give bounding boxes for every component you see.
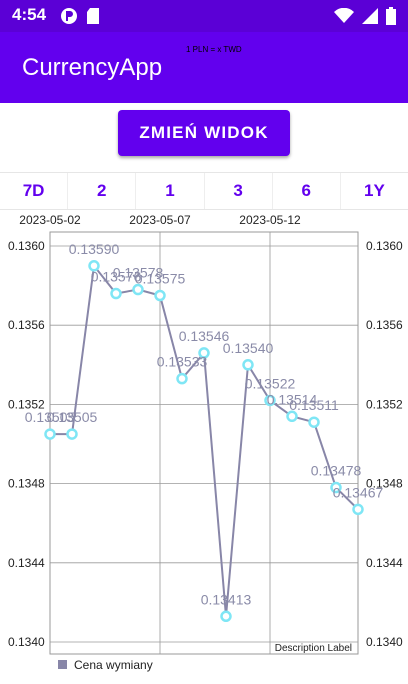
range-tab-7d[interactable]: 7D (0, 173, 69, 209)
data-label: 0.13575 (135, 271, 186, 287)
data-label: 0.13533 (157, 354, 208, 370)
record-icon (61, 8, 77, 24)
data-point[interactable] (176, 372, 188, 385)
data-label: 0.13514 (267, 391, 318, 407)
data-point[interactable] (242, 359, 254, 371)
y-tick-label-left: 0.1352 (8, 397, 45, 411)
change-view-button[interactable]: ZMIEŃ WIDOK (118, 110, 290, 156)
rate-subtitle: 1 PLN = x TWD (186, 45, 242, 54)
data-label: 0.13540 (223, 340, 274, 356)
data-point[interactable] (110, 287, 122, 300)
range-tab-1y[interactable]: 1Y (340, 173, 408, 209)
y-tick-label-right: 0.1344 (366, 556, 403, 570)
signal-icon (362, 8, 378, 24)
data-label: 0.13505 (47, 409, 98, 425)
y-tick-label-right: 0.1348 (366, 477, 403, 491)
y-tick-label-left: 0.1356 (8, 318, 45, 332)
app-title: CurrencyApp (22, 54, 163, 81)
y-tick-label-right: 0.1356 (366, 318, 403, 332)
legend-label: Cena wymiany (74, 658, 153, 672)
sd-card-icon (87, 8, 99, 24)
status-time: 4:54 (12, 5, 47, 24)
data-point[interactable] (44, 428, 56, 440)
data-label: 0.13511 (289, 397, 339, 413)
data-label: 0.13578 (113, 265, 164, 281)
battery-icon (386, 7, 396, 25)
data-label: 0.13576 (91, 269, 142, 285)
y-tick-label-left: 0.1360 (8, 239, 45, 253)
range-tab-2[interactable]: 2 (68, 173, 137, 209)
y-tick-label-right: 0.1340 (366, 635, 403, 649)
wifi-icon (334, 8, 354, 23)
range-tab-3[interactable]: 3 (204, 173, 273, 209)
data-point[interactable] (66, 428, 78, 440)
x-tick-label: 2023-05-12 (239, 213, 301, 227)
series-line (50, 263, 359, 617)
range-tabs: 7D 2 1 3 6 1Y (0, 172, 408, 210)
data-point[interactable] (220, 610, 232, 623)
app-bar: CurrencyApp 1 PLN = x TWD (0, 32, 408, 103)
data-point[interactable] (132, 283, 144, 296)
data-point[interactable] (264, 394, 276, 407)
y-tick-label-left: 0.1348 (8, 477, 45, 491)
data-label: 0.13478 (311, 463, 362, 479)
range-tab-6[interactable]: 6 (272, 173, 341, 209)
description-label: Description Label (275, 643, 352, 654)
y-tick-label-right: 0.1360 (366, 239, 403, 253)
data-label: 0.13505 (25, 409, 76, 425)
status-bar: 4:54 (0, 0, 408, 32)
x-tick-label: 2023-05-07 (129, 213, 191, 227)
data-point[interactable] (308, 416, 320, 428)
data-point[interactable] (352, 503, 364, 516)
x-tick-label: 2023-05-02 (19, 213, 81, 227)
data-point[interactable] (88, 260, 100, 272)
y-tick-label-left: 0.1340 (8, 635, 45, 649)
data-label: 0.13546 (179, 328, 230, 344)
y-tick-label-right: 0.1352 (366, 397, 403, 411)
legend-swatch (58, 660, 67, 669)
data-label: 0.13590 (69, 241, 120, 257)
data-label: 0.13413 (201, 591, 252, 607)
data-point[interactable] (286, 410, 298, 423)
data-point[interactable] (198, 347, 210, 359)
y-tick-label-left: 0.1344 (8, 556, 45, 570)
data-point[interactable] (154, 289, 166, 302)
data-point[interactable] (330, 481, 342, 494)
data-label: 0.13467 (333, 484, 384, 500)
range-tab-1[interactable]: 1 (136, 173, 205, 209)
data-label: 0.13522 (245, 375, 296, 391)
